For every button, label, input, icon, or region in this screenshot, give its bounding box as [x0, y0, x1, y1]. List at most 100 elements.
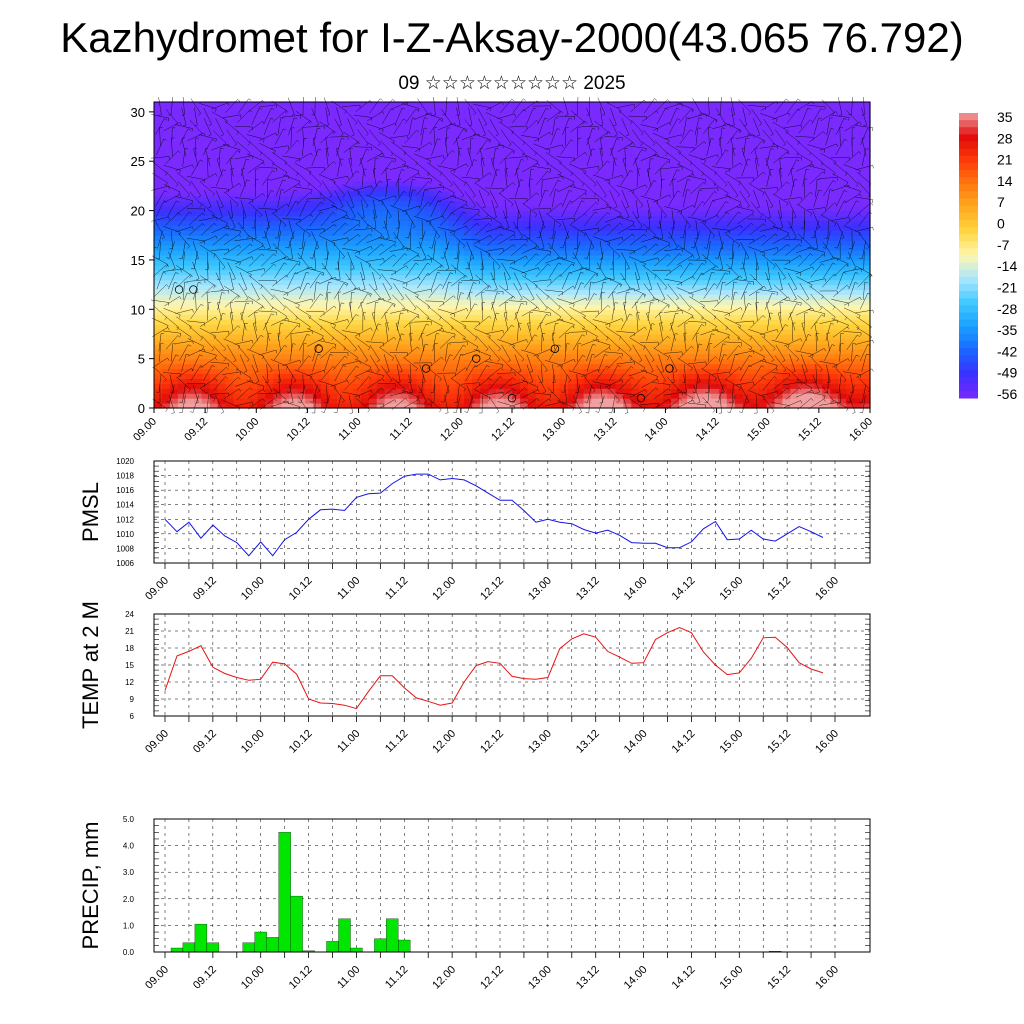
- heatmap-cell: [623, 403, 632, 409]
- heatmap-cell: [384, 190, 394, 197]
- heatmap-cell: [408, 383, 418, 389]
- heatmap-cell: [376, 279, 386, 286]
- heatmap-cell: [488, 284, 497, 291]
- chart-subtitle: 09 ☆☆☆☆☆☆☆☆☆ 2025: [398, 73, 626, 94]
- heatmap-cell: [488, 259, 497, 266]
- heatmap-cell: [527, 274, 537, 281]
- heatmap-cell: [321, 195, 330, 202]
- heatmap-cell: [464, 289, 473, 296]
- heatmap-cell: [201, 274, 211, 281]
- heatmap-cell: [591, 240, 601, 246]
- heatmap-cell: [336, 279, 346, 286]
- heatmap-cell: [480, 205, 489, 212]
- heatmap-cell: [432, 111, 441, 118]
- heatmap-cell: [758, 195, 768, 202]
- heatmap-cell: [710, 210, 720, 217]
- heatmap-cell: [336, 398, 346, 404]
- heatmap-cell: [273, 388, 282, 394]
- heatmap-cell: [225, 324, 235, 330]
- heatmap-cell: [464, 274, 473, 281]
- heatmap-cell: [496, 180, 505, 187]
- heatmap-cell: [313, 324, 322, 330]
- heatmap-cell: [702, 329, 712, 335]
- heatmap-cell: [193, 383, 203, 389]
- heatmap-cell: [344, 373, 354, 379]
- heatmap-cell: [734, 121, 744, 128]
- heatmap-cell: [591, 338, 601, 345]
- heatmap-cell: [607, 151, 617, 157]
- heatmap-cell: [615, 309, 624, 315]
- heatmap-cell: [758, 166, 768, 172]
- heatmap-cell: [289, 190, 298, 197]
- heatmap-cell: [201, 102, 211, 108]
- heatmap-cell: [567, 225, 577, 231]
- heatmap-cell: [440, 185, 449, 192]
- heatmap-cell: [766, 126, 776, 133]
- heatmap-cell: [313, 205, 322, 212]
- heatmap-cell: [671, 294, 680, 301]
- heatmap-cell: [496, 141, 505, 148]
- heatmap-cell: [702, 161, 712, 167]
- heatmap-cell: [790, 299, 799, 305]
- heatmap-cell: [559, 185, 569, 192]
- heatmap-cell: [289, 378, 298, 384]
- chart-title: Kazhydromet for I-Z-Aksay-2000(43.065 76…: [60, 14, 964, 61]
- heatmap-cell: [774, 348, 784, 355]
- heatmap-cell: [217, 156, 227, 162]
- heatmap-cell: [233, 363, 243, 370]
- heatmap-cell: [535, 309, 545, 315]
- heatmap-cell: [782, 161, 792, 167]
- heatmap-cell: [607, 383, 617, 389]
- heatmap-cell: [679, 245, 688, 251]
- heatmap-cell: [217, 338, 227, 345]
- heatmap-cell: [305, 205, 314, 212]
- heatmap-cell: [559, 106, 569, 113]
- heatmap-cell: [790, 319, 799, 325]
- heatmap-cell: [193, 151, 203, 157]
- heatmap-cell: [313, 161, 322, 167]
- heatmap-cell: [583, 403, 593, 409]
- heatmap-cell: [321, 393, 330, 399]
- heatmap-cell: [591, 245, 601, 251]
- heatmap-cell: [313, 200, 322, 207]
- heatmap-cell: [360, 393, 370, 399]
- heatmap-cell: [559, 126, 569, 133]
- heatmap-cell: [758, 299, 768, 305]
- heatmap-cell: [217, 205, 227, 212]
- heatmap-cell: [766, 161, 776, 167]
- heatmap-cell: [177, 269, 187, 276]
- heatmap-cell: [488, 333, 497, 340]
- heatmap-cell: [241, 121, 251, 128]
- heatmap-cell: [718, 255, 728, 261]
- heatmap-cell: [543, 136, 553, 143]
- heatmap-cell: [639, 324, 648, 330]
- heatmap-cell: [694, 279, 704, 286]
- heatmap-cell: [575, 299, 585, 305]
- heatmap-cell: [456, 106, 465, 113]
- heatmap-cell: [607, 240, 617, 246]
- heatmap-cell: [559, 200, 569, 207]
- heatmap-cell: [408, 176, 418, 182]
- heatmap-cell: [376, 141, 386, 148]
- heatmap-cell: [329, 319, 338, 325]
- heatmap-cell: [567, 180, 577, 187]
- heatmap-cell: [193, 215, 203, 222]
- heatmap-cell: [671, 319, 680, 325]
- heatmap-cell: [663, 235, 672, 241]
- heatmap-cell: [201, 309, 211, 315]
- heatmap-cell: [512, 388, 521, 394]
- heatmap-cell: [209, 166, 219, 172]
- heatmap-cell: [408, 146, 418, 152]
- heatmap-cell: [305, 393, 314, 399]
- heatmap-cell: [305, 338, 314, 345]
- heatmap-cell: [639, 180, 648, 187]
- heatmap-cell: [400, 225, 410, 231]
- heatmap-cell: [440, 146, 449, 152]
- heatmap-cell: [663, 378, 672, 384]
- heatmap-cell: [432, 343, 441, 350]
- heatmap-cell: [702, 309, 712, 315]
- heatmap-cell: [631, 200, 640, 207]
- heatmap-cell: [161, 146, 171, 152]
- heatmap-cell: [694, 284, 704, 291]
- heatmap-cell: [352, 205, 362, 212]
